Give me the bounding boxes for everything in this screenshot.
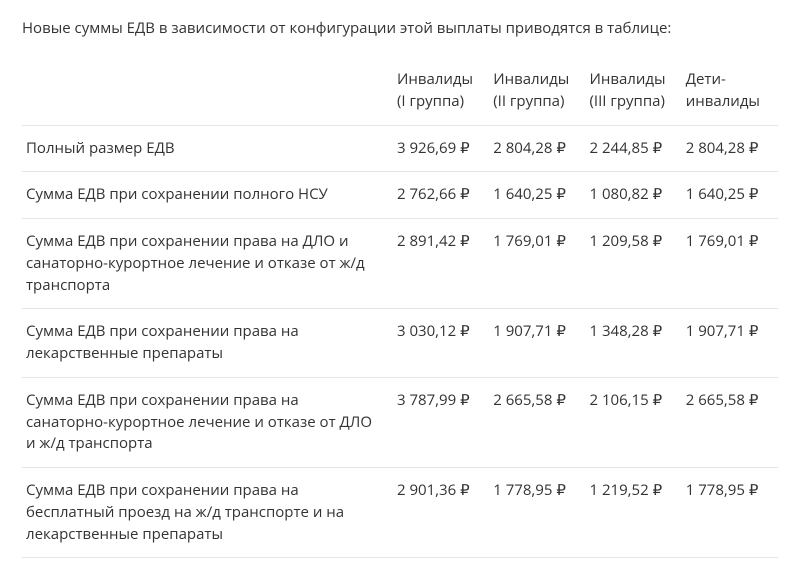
- table-row: Сумма ЕДВ при сохранении права на санато…: [22, 377, 778, 467]
- row-value: 2 804,28 ₽: [489, 125, 585, 172]
- row-value: 1 778,95 ₽: [489, 468, 585, 558]
- row-label: Сумма ЕДВ при сохранении права на санато…: [22, 377, 393, 467]
- row-value: 1 778,95 ₽: [682, 468, 778, 558]
- table-header-col: Инвалиды (I группа): [393, 57, 489, 125]
- table-header-row: Инвалиды (I группа) Инвалиды (II группа)…: [22, 57, 778, 125]
- intro-text: Новые суммы ЕДВ в зависимости от конфигу…: [22, 18, 778, 39]
- table-row: Сумма ЕДВ при сохранении права на ДЛО и …: [22, 219, 778, 309]
- edv-table: Инвалиды (I группа) Инвалиды (II группа)…: [22, 57, 778, 558]
- row-value: 2 804,28 ₽: [682, 125, 778, 172]
- row-value: 2 665,58 ₽: [682, 377, 778, 467]
- row-value: 1 769,01 ₽: [682, 219, 778, 309]
- table-row: Сумма ЕДВ при сохранении права на беспла…: [22, 468, 778, 558]
- row-label: Сумма ЕДВ при сохранении права на беспла…: [22, 468, 393, 558]
- row-label: Сумма ЕДВ при сохранении полного НСУ: [22, 172, 393, 219]
- row-value: 2 891,42 ₽: [393, 219, 489, 309]
- row-label: Полный размер ЕДВ: [22, 125, 393, 172]
- row-value: 1 907,71 ₽: [682, 309, 778, 378]
- table-row: Сумма ЕДВ при сохранении полного НСУ2 76…: [22, 172, 778, 219]
- row-value: 3 787,99 ₽: [393, 377, 489, 467]
- row-label: Сумма ЕДВ при сохранении права на лекарс…: [22, 309, 393, 378]
- row-value: 2 762,66 ₽: [393, 172, 489, 219]
- table-row: Полный размер ЕДВ3 926,69 ₽2 804,28 ₽2 2…: [22, 125, 778, 172]
- row-value: 1 348,28 ₽: [585, 309, 681, 378]
- table-row: Сумма ЕДВ при сохранении права на лекарс…: [22, 309, 778, 378]
- table-header-empty: [22, 57, 393, 125]
- row-value: 1 219,52 ₽: [585, 468, 681, 558]
- row-label: Сумма ЕДВ при сохранении права на ДЛО и …: [22, 219, 393, 309]
- row-value: 2 244,85 ₽: [585, 125, 681, 172]
- row-value: 1 769,01 ₽: [489, 219, 585, 309]
- row-value: 1 080,82 ₽: [585, 172, 681, 219]
- row-value: 2 901,36 ₽: [393, 468, 489, 558]
- table-header-col: Инвалиды (II группа): [489, 57, 585, 125]
- table-header-col: Инвалиды (III группа): [585, 57, 681, 125]
- table-body: Полный размер ЕДВ3 926,69 ₽2 804,28 ₽2 2…: [22, 125, 778, 558]
- row-value: 1 640,25 ₽: [489, 172, 585, 219]
- row-value: 1 907,71 ₽: [489, 309, 585, 378]
- row-value: 2 106,15 ₽: [585, 377, 681, 467]
- row-value: 1 640,25 ₽: [682, 172, 778, 219]
- row-value: 3 030,12 ₽: [393, 309, 489, 378]
- row-value: 1 209,58 ₽: [585, 219, 681, 309]
- table-header-col: Дети-инвалиды: [682, 57, 778, 125]
- row-value: 2 665,58 ₽: [489, 377, 585, 467]
- row-value: 3 926,69 ₽: [393, 125, 489, 172]
